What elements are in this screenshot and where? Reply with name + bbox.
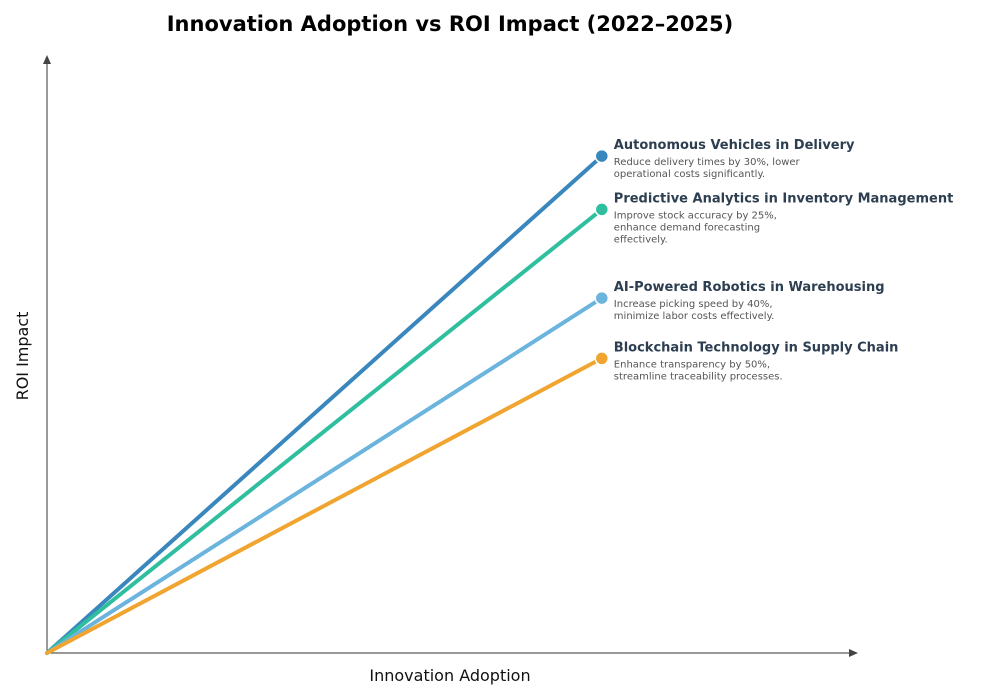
series-label: Autonomous Vehicles in Delivery xyxy=(614,138,855,153)
series-description-line: enhance demand forecasting xyxy=(614,222,760,233)
series-description-line: Improve stock accuracy by 25%, xyxy=(614,210,777,221)
series-description-line: operational costs significantly. xyxy=(614,169,765,180)
y-axis-label: ROI Impact xyxy=(13,312,32,401)
x-axis-arrow-icon xyxy=(849,649,858,657)
series-label: Blockchain Technology in Supply Chain xyxy=(614,340,899,355)
y-axis-arrow-icon xyxy=(43,55,51,64)
series-end-point xyxy=(594,290,610,306)
series-description-line: Enhance transparency by 50%, xyxy=(614,359,770,370)
series-layer: Autonomous Vehicles in Delivery Reduce de… xyxy=(45,138,954,655)
series-line xyxy=(45,356,604,655)
x-axis xyxy=(47,649,858,657)
series-ai-powered-robotics-in-warehousing: AI-Powered Robotics in Warehousing Increa… xyxy=(45,280,885,655)
series-end-point xyxy=(594,148,610,164)
y-axis xyxy=(43,55,51,653)
series-description-line: streamline traceability processes. xyxy=(614,371,783,382)
series-autonomous-vehicles-in-delivery: Autonomous Vehicles in Delivery Reduce de… xyxy=(45,138,855,655)
series-description-line: minimize labor costs effectively. xyxy=(614,311,774,322)
series-line xyxy=(45,154,604,655)
x-axis-label: Innovation Adoption xyxy=(369,666,530,685)
series-blockchain-technology-in-supply-chain: Blockchain Technology in Supply Chain Enh… xyxy=(45,340,899,655)
series-label: AI-Powered Robotics in Warehousing xyxy=(614,280,885,295)
series-line xyxy=(45,207,604,655)
series-end-point xyxy=(594,351,610,366)
chart-title: Innovation Adoption vs ROI Impact (2022–… xyxy=(167,12,734,36)
series-predictive-analytics-in-inventory-management: Predictive Analytics in Inventory Manage… xyxy=(45,191,954,655)
series-line xyxy=(45,296,604,655)
series-description-line: Increase picking speed by 40%, xyxy=(614,299,773,310)
series-label: Predictive Analytics in Inventory Manage… xyxy=(614,191,954,206)
series-description-line: effectively. xyxy=(614,234,668,245)
series-end-point xyxy=(594,202,610,217)
series-description-line: Reduce delivery times by 30%, lower xyxy=(614,157,801,168)
